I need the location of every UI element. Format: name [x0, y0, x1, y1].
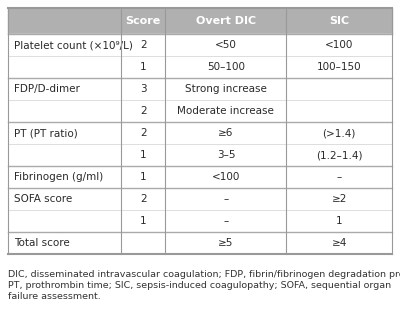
Text: 3: 3 — [140, 84, 147, 94]
Text: 1: 1 — [140, 216, 147, 226]
Text: 2: 2 — [140, 40, 147, 50]
Text: <100: <100 — [212, 172, 240, 182]
Text: 100–150: 100–150 — [317, 62, 362, 72]
Text: ≥5: ≥5 — [218, 238, 234, 248]
Text: Fibrinogen (g/ml): Fibrinogen (g/ml) — [14, 172, 103, 182]
Text: <100: <100 — [325, 40, 353, 50]
Text: (>1.4): (>1.4) — [322, 128, 356, 138]
Text: PT, prothrombin time; SIC, sepsis-induced coagulopathy; SOFA, sequential organ: PT, prothrombin time; SIC, sepsis-induce… — [8, 281, 391, 290]
Text: ≥6: ≥6 — [218, 128, 234, 138]
Text: DIC, disseminated intravascular coagulation; FDP, fibrin/fibrinogen degradation : DIC, disseminated intravascular coagulat… — [8, 270, 400, 279]
Text: Score: Score — [126, 16, 161, 26]
Text: Platelet count (×10⁹/L): Platelet count (×10⁹/L) — [14, 40, 133, 50]
Text: ≥4: ≥4 — [332, 238, 347, 248]
Text: 2: 2 — [140, 128, 147, 138]
Text: 1: 1 — [140, 172, 147, 182]
Text: –: – — [336, 172, 342, 182]
Text: Overt DIC: Overt DIC — [196, 16, 256, 26]
Text: 50–100: 50–100 — [207, 62, 245, 72]
Text: failure assessment.: failure assessment. — [8, 292, 101, 301]
Text: ≥2: ≥2 — [332, 194, 347, 204]
Text: SIC: SIC — [329, 16, 349, 26]
Text: (1.2–1.4): (1.2–1.4) — [316, 150, 362, 160]
Text: –: – — [223, 194, 228, 204]
Text: 1: 1 — [140, 62, 147, 72]
Text: Strong increase: Strong increase — [185, 84, 267, 94]
Text: 1: 1 — [140, 150, 147, 160]
Text: –: – — [223, 216, 228, 226]
Text: 2: 2 — [140, 194, 147, 204]
Text: PT (PT ratio): PT (PT ratio) — [14, 128, 78, 138]
Text: 2: 2 — [140, 106, 147, 116]
Text: FDP/D-dimer: FDP/D-dimer — [14, 84, 80, 94]
Text: 1: 1 — [336, 216, 342, 226]
Text: Total score: Total score — [14, 238, 70, 248]
Text: SOFA score: SOFA score — [14, 194, 72, 204]
Text: 3–5: 3–5 — [217, 150, 235, 160]
Text: <50: <50 — [215, 40, 237, 50]
Text: Moderate increase: Moderate increase — [178, 106, 274, 116]
